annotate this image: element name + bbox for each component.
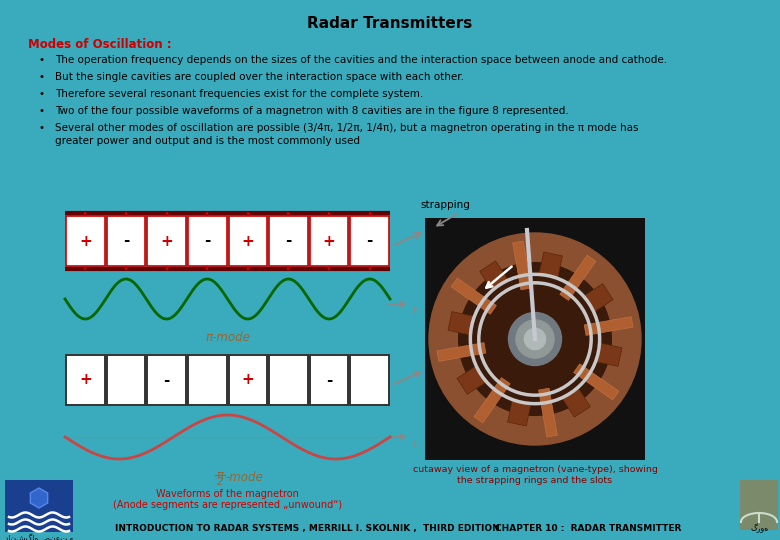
Polygon shape (512, 241, 531, 290)
Polygon shape (474, 377, 510, 423)
Polygon shape (562, 387, 590, 417)
Bar (425, 218, 645, 460)
Text: +: + (79, 233, 92, 248)
Text: •: • (39, 123, 45, 133)
Bar (269, 216, 308, 266)
Text: Waveforms of the magnetron: Waveforms of the magnetron (156, 489, 299, 499)
Bar (310, 355, 349, 405)
Polygon shape (451, 278, 496, 314)
Bar (310, 216, 349, 266)
Circle shape (509, 313, 562, 366)
Text: -mode: -mode (225, 471, 264, 484)
Polygon shape (539, 252, 562, 279)
Text: Therefore several resonant frequencies exist for the complete system.: Therefore several resonant frequencies e… (55, 89, 424, 99)
Bar (269, 355, 308, 405)
Polygon shape (437, 342, 486, 361)
Bar (740, 480, 778, 530)
Bar (350, 216, 389, 266)
Text: INTRODUCTION TO RADAR SYSTEMS , MERRILL I. SKOLNIK ,  THIRD EDITION: INTRODUCTION TO RADAR SYSTEMS , MERRILL … (115, 524, 500, 533)
Text: cutaway view of a magnetron (vane-type), showing: cutaway view of a magnetron (vane-type),… (413, 465, 658, 474)
Bar (188, 216, 226, 266)
Text: CHAPTER 10 :  RADAR TRANSMITTER: CHAPTER 10 : RADAR TRANSMITTER (495, 524, 682, 533)
Polygon shape (539, 388, 558, 437)
Text: •: • (39, 106, 45, 116)
Bar (5, 480, 73, 532)
Text: Several other modes of oscillation are possible (3/4π, 1/2π, 1/4π), but a magnet: Several other modes of oscillation are p… (55, 123, 639, 146)
Text: π-mode: π-mode (205, 331, 250, 344)
Polygon shape (560, 255, 596, 300)
Circle shape (516, 320, 554, 358)
Bar (350, 355, 389, 405)
Circle shape (459, 262, 612, 415)
Bar (66, 216, 105, 266)
Polygon shape (584, 316, 633, 335)
Text: Two of the four possible waveforms of a magnetron with 8 cavities are in the fig: Two of the four possible waveforms of a … (55, 106, 569, 116)
Text: +: + (79, 373, 92, 388)
Text: •: • (39, 89, 45, 99)
Text: •: • (39, 72, 45, 82)
Text: Modes of Oscillation :: Modes of Oscillation : (28, 38, 172, 51)
Text: strapping: strapping (420, 200, 470, 210)
Text: گروه: گروه (751, 524, 769, 534)
Bar (147, 216, 186, 266)
Text: The operation frequency depends on the sizes of the cavities and the interaction: The operation frequency depends on the s… (55, 55, 667, 65)
Text: +: + (242, 233, 254, 248)
Polygon shape (583, 284, 613, 312)
Text: +: + (323, 233, 335, 248)
Text: t: t (412, 306, 416, 316)
Polygon shape (508, 399, 531, 426)
Bar (188, 355, 226, 405)
Text: t: t (412, 439, 416, 449)
Text: -: - (367, 233, 373, 248)
Text: (Anode segments are represented „unwound“): (Anode segments are represented „unwound… (113, 500, 342, 510)
Text: -: - (122, 233, 129, 248)
Bar (147, 355, 186, 405)
Text: π: π (216, 469, 224, 482)
Polygon shape (595, 343, 622, 367)
Text: -: - (204, 233, 211, 248)
Text: the strapping rings and the slots: the strapping rings and the slots (457, 476, 612, 485)
Text: •: • (39, 55, 45, 65)
Text: 2: 2 (218, 477, 224, 487)
Bar (229, 355, 267, 405)
Bar (229, 216, 267, 266)
Circle shape (429, 233, 641, 445)
Text: +: + (160, 233, 173, 248)
Text: But the single cavities are coupled over the interaction space with each other.: But the single cavities are coupled over… (55, 72, 464, 82)
Polygon shape (457, 366, 487, 394)
Text: -: - (163, 373, 170, 388)
Text: -: - (285, 233, 292, 248)
Bar (66, 355, 105, 405)
Polygon shape (480, 261, 509, 291)
Text: +: + (242, 373, 254, 388)
Bar (107, 355, 145, 405)
Polygon shape (30, 488, 48, 508)
Circle shape (524, 328, 545, 349)
Polygon shape (573, 364, 619, 400)
Text: دانشگاه صنعتی: دانشگاه صنعتی (5, 534, 73, 540)
Text: Radar Transmitters: Radar Transmitters (307, 16, 473, 31)
Polygon shape (448, 312, 475, 335)
Bar (107, 216, 145, 266)
Text: -: - (326, 373, 332, 388)
